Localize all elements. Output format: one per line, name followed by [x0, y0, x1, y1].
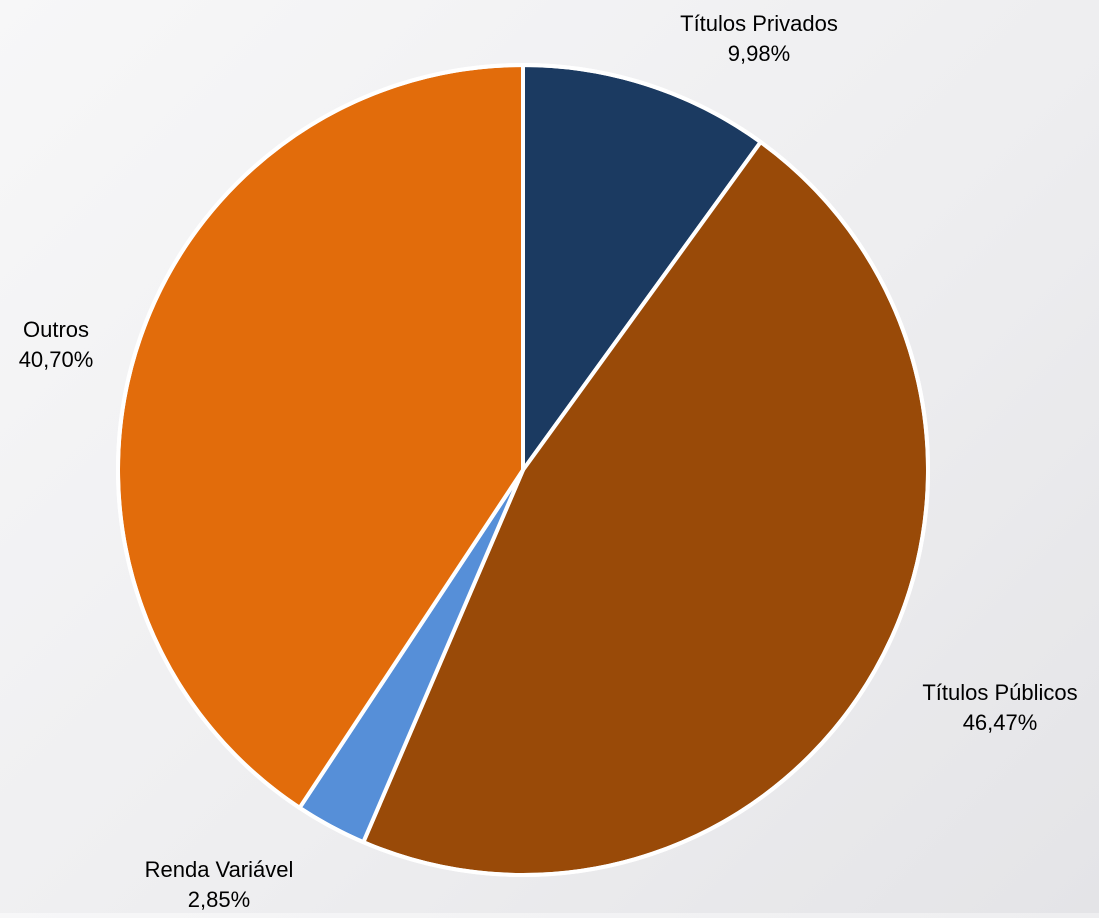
labels-layer: Títulos Privados 9,98% Títulos Públicos 46,…	[19, 11, 1078, 912]
slices-layer	[116, 63, 930, 877]
slice-label-renda-variavel: Renda Variável	[145, 857, 294, 882]
slice-value-titulos-publicos: 46,47%	[963, 710, 1038, 735]
slice-value-outros: 40,70%	[19, 347, 94, 372]
slice-label-outros: Outros	[23, 317, 89, 342]
slice-label-titulos-privados: Títulos Privados	[680, 11, 838, 36]
slice-value-renda-variavel: 2,85%	[188, 887, 250, 912]
pie-outline	[116, 63, 930, 877]
slice-value-titulos-privados: 9,98%	[728, 41, 790, 66]
slice-label-titulos-publicos: Títulos Públicos	[922, 680, 1077, 705]
